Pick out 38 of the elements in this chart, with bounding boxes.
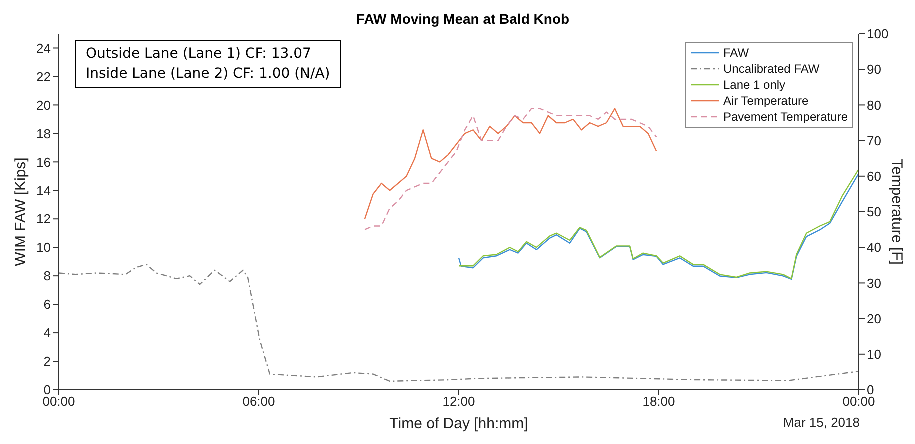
x-axis-title: Time of Day [hh:mm]	[390, 416, 528, 433]
y-tick-label: 6	[44, 297, 51, 312]
x-tick-label: 18:00	[642, 394, 676, 410]
y-tick-label: 20	[36, 98, 51, 113]
y2-tick-label: 40	[867, 240, 882, 256]
y-tick-label: 16	[36, 154, 51, 170]
text: Mar 15, 2018	[783, 415, 860, 430]
y-tick-label: 4	[44, 326, 51, 341]
annotation: Inside Lane (Lane 2) CF: 1.00 (N/A)	[86, 65, 330, 84]
y2-tick-label: 80	[867, 98, 882, 113]
y2-tick-label: 100	[867, 26, 889, 42]
y2-tick-label: 50	[867, 204, 882, 220]
y-tick-label: 12	[36, 212, 51, 227]
y-tick-label: 10	[36, 240, 51, 256]
y-tick-label: 2	[44, 354, 51, 370]
y2-tick-label: 60	[867, 169, 882, 184]
y2-tick-label: 90	[867, 62, 882, 78]
y-tick-label: 8	[44, 268, 51, 284]
x-tick-label: 06:00	[242, 394, 276, 410]
chart-title: FAW Moving Mean at Bald Knob	[356, 11, 570, 27]
legend-label: Lane 1 only	[723, 77, 786, 93]
y-tick-label: 18	[36, 126, 51, 142]
y2-tick-label: 20	[867, 311, 882, 326]
y-axis-title: WIM FAW [Kips]	[12, 158, 30, 266]
y-tick-label: 22	[36, 69, 51, 84]
legend-label: Uncalibrated FAW	[723, 61, 820, 77]
y2-tick-label: 30	[867, 276, 882, 291]
y2-axis-title: Temperature [F]	[888, 159, 906, 265]
legend-label: Pavement Temperature	[723, 109, 848, 125]
annotation: Outside Lane (Lane 1) CF: 13.07	[86, 45, 312, 64]
y-tick-label: 24	[36, 40, 51, 56]
y-tick-label: 14	[36, 183, 51, 198]
x-tick-label: 12:00	[442, 394, 476, 410]
legend-label: Air Temperature	[723, 93, 809, 109]
y2-tick-label: 10	[867, 347, 882, 362]
line-series	[59, 264, 859, 382]
legend-label: FAW	[723, 45, 750, 61]
y2-tick-label: 70	[867, 133, 882, 148]
